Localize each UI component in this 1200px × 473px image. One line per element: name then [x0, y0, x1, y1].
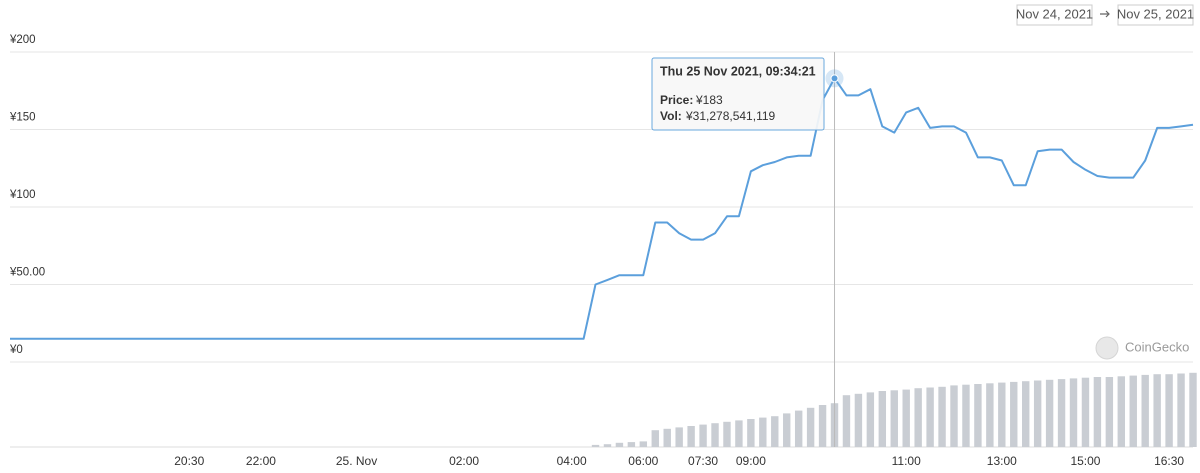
x-tick-label: 02:00 — [449, 454, 479, 468]
volume-bar — [1165, 374, 1173, 447]
volume-bar — [1057, 379, 1066, 447]
volume-bar — [1022, 381, 1030, 447]
x-tick-label: 07:30 — [688, 454, 718, 468]
volume-bar — [854, 393, 863, 447]
volume-bar — [842, 395, 851, 447]
volume-bar — [794, 410, 803, 447]
x-tick-label: 15:00 — [1070, 454, 1100, 468]
x-tick-label: 16:30 — [1154, 454, 1184, 468]
volume-bar — [747, 419, 755, 447]
volume-bar — [675, 427, 683, 447]
x-tick-label: 25. Nov — [336, 454, 377, 468]
date-to-box[interactable] — [1117, 4, 1194, 26]
volume-bar — [687, 426, 695, 447]
date-from[interactable]: Nov 24, 2021 — [1016, 6, 1093, 21]
x-tick-label: 06:00 — [628, 454, 658, 468]
volume-bar — [950, 385, 958, 447]
volume-bar — [1177, 373, 1185, 447]
volume-bar — [998, 382, 1006, 447]
volume-bar — [1093, 377, 1102, 447]
volume-bar — [1045, 379, 1054, 447]
volume-bar — [1129, 375, 1137, 447]
volume-bar — [1141, 374, 1149, 447]
x-tick-label: 22:00 — [246, 454, 276, 468]
x-tick-label: 04:00 — [557, 454, 587, 468]
volume-bar — [866, 392, 875, 447]
volume-bar — [890, 390, 898, 447]
y-tick-label: ¥0 — [9, 344, 23, 356]
volume-bar — [651, 430, 659, 447]
date-to[interactable]: Nov 25, 2021 — [1117, 6, 1194, 21]
volume-bar — [783, 413, 791, 447]
arrow-icon — [1100, 10, 1110, 18]
x-tick-label: 20:30 — [174, 454, 204, 468]
volume-bar — [914, 388, 922, 447]
tooltip-price: ¥183 — [695, 93, 723, 107]
y-tick-label: ¥150 — [9, 112, 36, 124]
x-tick-label: 09:00 — [736, 454, 766, 468]
watermark: CoinGecko — [1095, 336, 1189, 360]
tooltip-vol: ¥31,278,541,119 — [685, 109, 776, 123]
x-tick-label: 13:00 — [987, 454, 1017, 468]
volume-bar — [627, 442, 636, 447]
tooltip-vol-label: Vol: — [660, 109, 682, 123]
volume-bar — [1189, 372, 1197, 447]
volume-bar — [938, 386, 946, 447]
volume-bar — [699, 424, 707, 447]
volume-bar — [974, 384, 982, 447]
price-line — [10, 77, 1194, 340]
volume-bar — [615, 442, 624, 447]
volume-bar — [759, 417, 767, 447]
volume-bar — [1105, 377, 1114, 447]
volume-bar — [986, 383, 994, 447]
volume-bar — [1153, 374, 1161, 447]
volume-bar — [591, 444, 600, 447]
y-tick-label: ¥50.00 — [9, 267, 45, 279]
tooltip-date: Thu 25 Nov 2021, 09:34:21 — [660, 64, 816, 78]
date-from-box[interactable] — [1016, 4, 1093, 26]
volume-bar — [926, 387, 934, 447]
plot: ¥0 ¥50.00 ¥100 ¥150 ¥200 20:30 22:00 25. Nov 02:… — [9, 34, 1197, 468]
volume-bar — [663, 428, 671, 447]
volume-bar — [1010, 381, 1018, 447]
volume-bar — [902, 389, 910, 447]
volume-bar — [1033, 380, 1042, 447]
volume-bar — [723, 421, 731, 447]
y-tick-label: ¥200 — [9, 34, 36, 46]
volume-bar — [735, 420, 743, 447]
volume-bar — [806, 407, 815, 447]
volume-bar — [603, 444, 612, 447]
x-tick-label: 11:00 — [892, 454, 921, 468]
volume-bar — [818, 405, 827, 447]
hover-point — [830, 74, 839, 83]
watermark-text: CoinGecko — [1125, 339, 1189, 354]
volume-bar — [1117, 376, 1126, 447]
volume-bar — [711, 423, 719, 447]
volume-bar — [878, 391, 887, 447]
volume-bar — [639, 441, 648, 447]
date-range: Nov 24, 2021 Nov 25, 2021 — [1016, 4, 1194, 26]
volume-bar — [771, 416, 779, 447]
tooltip-box — [651, 57, 825, 131]
volume-bar — [1069, 378, 1078, 447]
watermark-icon — [1095, 336, 1119, 360]
volume-bar — [962, 384, 970, 447]
volume-bar — [1081, 377, 1090, 447]
y-tick-label: ¥100 — [9, 189, 36, 201]
tooltip-price-label: Price: — [660, 93, 693, 107]
tooltip: Thu 25 Nov 2021, 09:34:21 Price: ¥183 Vo… — [651, 57, 825, 131]
